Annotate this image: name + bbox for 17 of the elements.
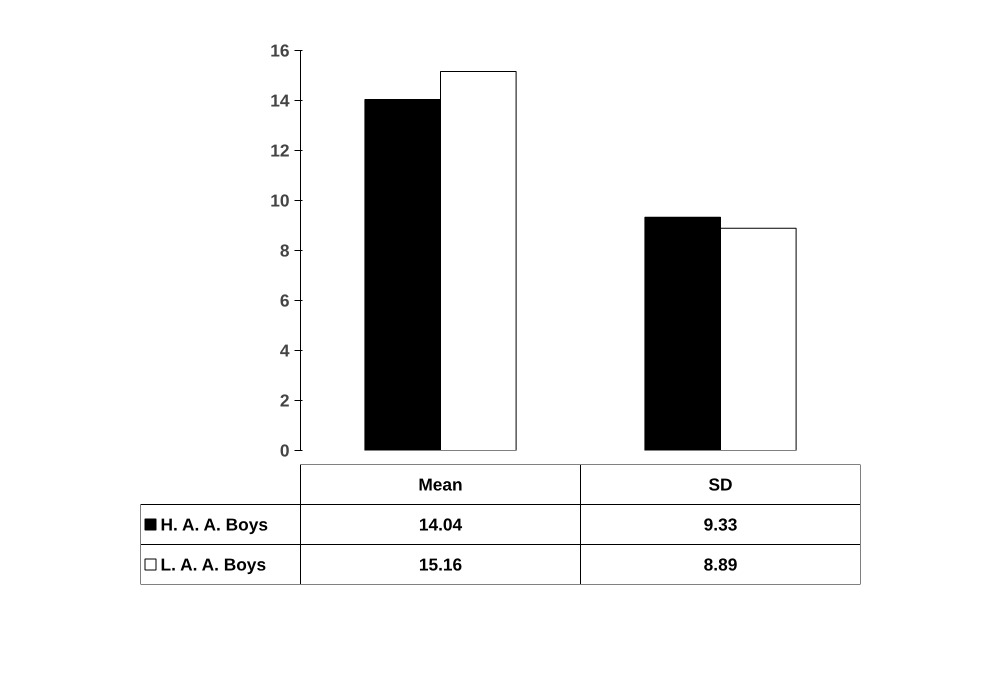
data-label: 8.89 [704,554,738,574]
legend-label: L. A. A. Boys [160,554,266,574]
data-label: 15.16 [418,554,463,574]
y-tick-label: 12 [270,140,290,160]
y-tick-label: 4 [280,340,290,360]
y-tick-label: 16 [270,40,290,60]
y-tick-label: 14 [270,90,290,110]
data-label: 14.04 [418,514,463,534]
x-tick-label: Mean [418,474,463,494]
y-tick-label: 0 [280,440,290,460]
y-tick-label: 6 [280,290,290,310]
y-tick-label: 10 [270,190,290,210]
legend-label: H. A. A. Boys [160,514,268,534]
x-tick-label: SD [708,474,733,494]
y-tick-label: 2 [280,390,290,410]
data-label: 9.33 [704,514,738,534]
y-tick-label: 8 [280,240,290,260]
